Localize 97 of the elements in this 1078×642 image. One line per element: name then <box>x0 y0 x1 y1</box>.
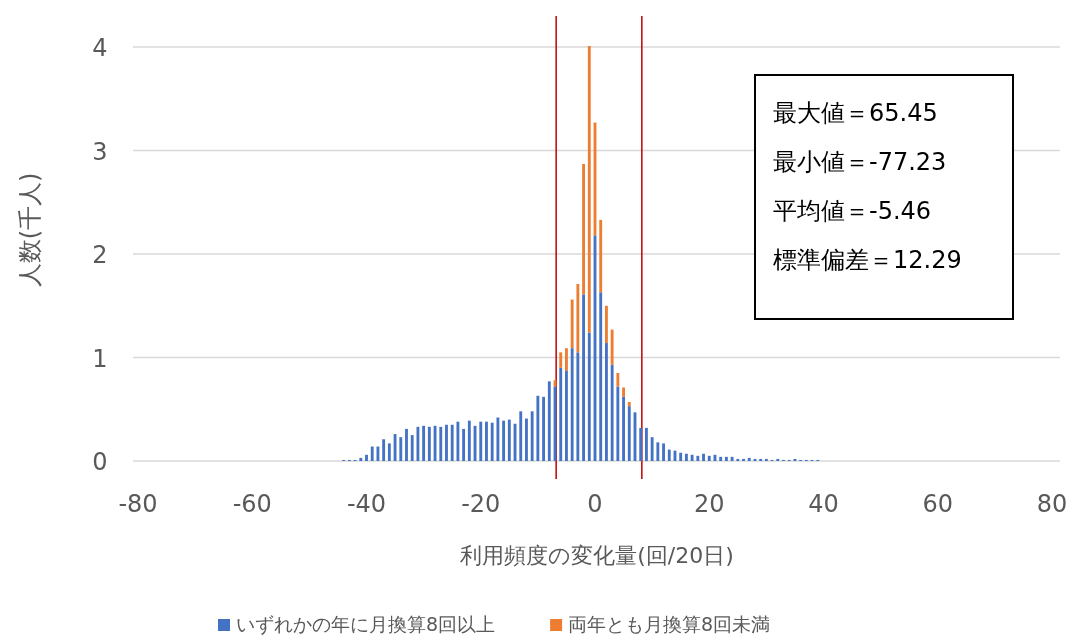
bar <box>719 456 723 461</box>
bar <box>450 424 454 461</box>
bar <box>599 292 603 461</box>
bar <box>679 452 683 461</box>
bar <box>462 428 466 461</box>
bar <box>587 46 591 333</box>
bar <box>747 457 751 461</box>
bar <box>616 386 620 461</box>
bar <box>570 348 574 461</box>
x-tick-label: 80 <box>1036 490 1068 518</box>
y-axis-title: 人数(千人) <box>16 172 44 288</box>
x-tick-label: -20 <box>461 490 501 518</box>
bar <box>496 417 500 461</box>
bar <box>365 454 368 461</box>
bar <box>707 455 711 461</box>
annotation: 平均値＝-5.46 <box>773 197 932 225</box>
bar <box>576 352 580 461</box>
annotation: 最大値＝65.45 <box>773 99 938 127</box>
bar <box>684 453 688 461</box>
legend-label: いずれかの年に月換算8回以上 <box>236 613 496 635</box>
y-tick-label: 0 <box>92 448 108 476</box>
bar <box>667 449 671 461</box>
bar <box>387 443 391 461</box>
bar <box>702 453 705 461</box>
bar <box>605 343 608 461</box>
bar <box>416 426 420 461</box>
bar <box>422 425 426 461</box>
bar <box>570 299 574 349</box>
annotation: 標準偏差＝12.29 <box>773 246 962 274</box>
bar <box>605 305 608 344</box>
bar <box>382 439 386 461</box>
bar <box>644 427 648 461</box>
bar <box>662 443 665 461</box>
x-tick-label: -40 <box>346 490 387 518</box>
bar <box>359 457 363 461</box>
bar <box>742 458 745 461</box>
y-tick-label: 3 <box>92 137 108 166</box>
bar <box>456 421 460 461</box>
bar <box>376 446 380 461</box>
bar <box>650 437 654 461</box>
bar <box>519 411 523 461</box>
annotation: 最小値＝-77.23 <box>773 148 947 176</box>
bar <box>559 352 563 368</box>
legend-label: 両年とも月換算8回未満 <box>568 613 771 635</box>
bar <box>399 437 403 461</box>
bar <box>565 348 568 371</box>
y-tick-label: 1 <box>92 344 108 373</box>
bar <box>427 426 431 461</box>
bar <box>690 454 694 461</box>
bar <box>724 456 728 461</box>
bar <box>576 284 580 353</box>
bar <box>479 421 483 461</box>
x-tick-label: 40 <box>808 490 839 518</box>
bar <box>622 396 625 461</box>
y-tick-label: 4 <box>92 34 108 63</box>
bar <box>370 446 374 461</box>
bar <box>764 458 768 461</box>
bar <box>439 426 443 461</box>
bar <box>467 420 471 461</box>
bar <box>525 418 528 461</box>
bar <box>490 422 494 461</box>
bar <box>445 424 448 461</box>
x-tick-label: 20 <box>693 490 725 518</box>
bar <box>776 458 780 461</box>
bar <box>616 373 620 387</box>
bar <box>610 329 614 365</box>
bar <box>610 364 614 461</box>
bar <box>587 332 591 461</box>
bar <box>536 395 540 461</box>
bar <box>639 427 643 461</box>
bar <box>507 419 511 461</box>
bar <box>582 163 585 295</box>
bar <box>627 406 631 461</box>
bar <box>599 219 603 293</box>
bar <box>622 387 625 397</box>
bar <box>759 458 763 461</box>
bar <box>565 370 568 461</box>
bar <box>410 435 414 461</box>
bar <box>547 381 551 461</box>
bar <box>656 442 660 461</box>
x-tick-label: 60 <box>922 490 954 518</box>
bar <box>627 402 631 407</box>
x-tick-label: 0 <box>587 490 603 518</box>
bar <box>502 420 506 461</box>
bar <box>405 428 408 461</box>
bar <box>736 458 740 461</box>
x-axis-title: 利用頻度の変化量(回/20日) <box>460 543 734 568</box>
bar <box>542 396 546 461</box>
bar <box>730 456 734 461</box>
y-tick-label: 2 <box>92 241 108 270</box>
bar <box>530 411 534 461</box>
x-tick-label: -60 <box>232 490 272 518</box>
bar <box>559 367 563 461</box>
x-tick-label: -80 <box>118 490 158 518</box>
bar <box>696 455 700 461</box>
bar <box>485 421 488 461</box>
bar <box>582 294 585 461</box>
